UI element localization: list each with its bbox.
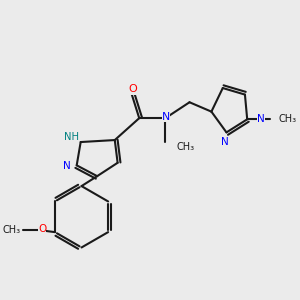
Text: N: N — [63, 161, 71, 171]
Text: CH₃: CH₃ — [3, 225, 21, 235]
Text: N: N — [162, 112, 170, 122]
Text: CH₃: CH₃ — [176, 142, 194, 152]
Text: CH₃: CH₃ — [278, 114, 297, 124]
Text: O: O — [128, 85, 137, 94]
Text: N: N — [221, 137, 229, 147]
Text: N: N — [257, 114, 265, 124]
Text: O: O — [38, 224, 46, 234]
Text: NH: NH — [64, 132, 79, 142]
